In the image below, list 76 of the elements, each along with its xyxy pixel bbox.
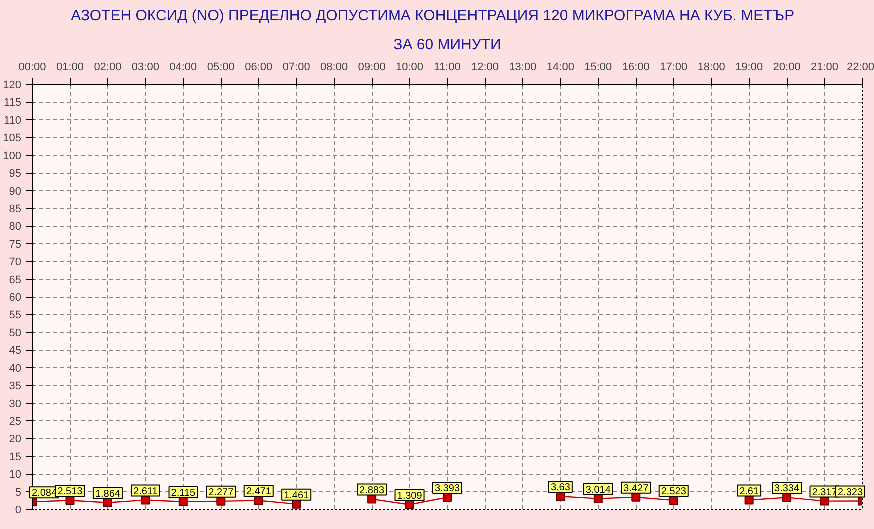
x-tick-label: 19:00 — [736, 62, 764, 74]
y-tick-label: 30 — [9, 398, 22, 410]
x-tick-label: 20:00 — [773, 62, 801, 74]
point — [556, 492, 566, 502]
y-tick-label: 105 — [3, 132, 22, 145]
y-tick-label: 50 — [9, 327, 22, 340]
x-tick-label: 16:00 — [622, 62, 650, 74]
x-tick-label: 00:00 — [18, 62, 46, 74]
chart-title: АЗОТЕН ОКСИД (NO) ПРЕДЕЛНО ДОПУСТИМА КОНЦЕНТРАЦИЯ 120 МИКРОГРАМА НА КУБ. МЕТЪР — [71, 8, 795, 24]
x-tick-label: 17:00 — [660, 62, 688, 74]
data-label: 1.309 — [397, 490, 423, 502]
y-tick-label: 20 — [9, 434, 22, 446]
x-tick-label: 05:00 — [207, 62, 235, 74]
point — [216, 496, 226, 506]
y-tick-label: 95 — [9, 168, 22, 180]
x-tick-label: 13:00 — [509, 62, 537, 74]
x-tick-label: 08:00 — [320, 62, 348, 74]
y-tick-label: 110 — [4, 114, 22, 127]
y-tick-label: 60 — [9, 292, 22, 304]
y-tick-label: 115 — [4, 97, 22, 110]
data-label: 3.334 — [774, 484, 800, 495]
x-tick-label: 15:00 — [584, 62, 612, 74]
x-tick-label: 06:00 — [245, 62, 273, 74]
point — [669, 496, 678, 506]
point — [820, 496, 830, 506]
chart-subtitle: ЗА 60 МИНУТИ — [394, 36, 502, 54]
y-tick-label: 40 — [9, 362, 22, 375]
y-tick-label: 25 — [9, 416, 22, 428]
data-label: 3.014 — [586, 484, 612, 496]
y-tick-label: 100 — [3, 150, 22, 162]
x-tick-label: 01:00 — [56, 62, 84, 74]
point — [178, 498, 188, 507]
x-tick-label: 12:00 — [471, 62, 499, 74]
x-tick-label: 04:00 — [170, 62, 198, 74]
point — [66, 496, 75, 506]
point — [782, 493, 792, 502]
data-label: 3.63 — [550, 482, 571, 494]
y-tick-label: 45 — [9, 345, 22, 358]
data-label: 2.523 — [661, 486, 687, 498]
x-tick-label: 14:00 — [546, 62, 574, 74]
y-tick-label: 15 — [9, 451, 22, 464]
x-tick-label: 03:00 — [132, 62, 160, 74]
point — [405, 500, 414, 510]
data-label: 2.471 — [246, 486, 272, 498]
data-label: 2.61 — [740, 486, 760, 498]
y-tick-label: 85 — [9, 203, 22, 216]
point — [254, 496, 264, 506]
x-tick-label: 21:00 — [811, 62, 839, 74]
y-tick-label: 80 — [9, 221, 22, 234]
data-label: 2.277 — [208, 487, 234, 498]
y-tick-label: 5 — [15, 486, 22, 499]
x-tick-label: 02:00 — [94, 62, 122, 74]
data-label: 1.864 — [95, 488, 121, 500]
data-label: 2.883 — [360, 485, 385, 496]
x-tick-label: 09:00 — [358, 62, 386, 74]
x-tick-label: 18:00 — [698, 62, 726, 74]
x-tick-label: 11:00 — [434, 62, 461, 74]
data-label: 1.461 — [284, 490, 310, 502]
data-label: 2.513 — [58, 486, 84, 498]
y-tick-label: 65 — [9, 274, 22, 286]
x-tick-label: 07:00 — [282, 62, 310, 74]
y-tick-label: 90 — [9, 186, 22, 198]
y-tick-label: 35 — [9, 380, 22, 393]
x-tick-label: 10:00 — [396, 62, 424, 74]
y-tick-label: 120 — [3, 80, 22, 92]
data-label: 2.323 — [838, 487, 864, 498]
y-tick-label: 55 — [9, 310, 22, 322]
y-tick-label: 70 — [9, 256, 22, 269]
y-tick-label: 75 — [9, 238, 22, 251]
data-label: 3.427 — [624, 483, 650, 494]
data-label: 3.393 — [434, 483, 460, 494]
y-tick-label: 0 — [15, 504, 22, 516]
data-label: 2.115 — [171, 488, 196, 500]
x-tick-label: 22:00 — [846, 62, 874, 74]
y-tick-label: 10 — [9, 469, 22, 482]
data-label: 2.611 — [134, 486, 158, 498]
